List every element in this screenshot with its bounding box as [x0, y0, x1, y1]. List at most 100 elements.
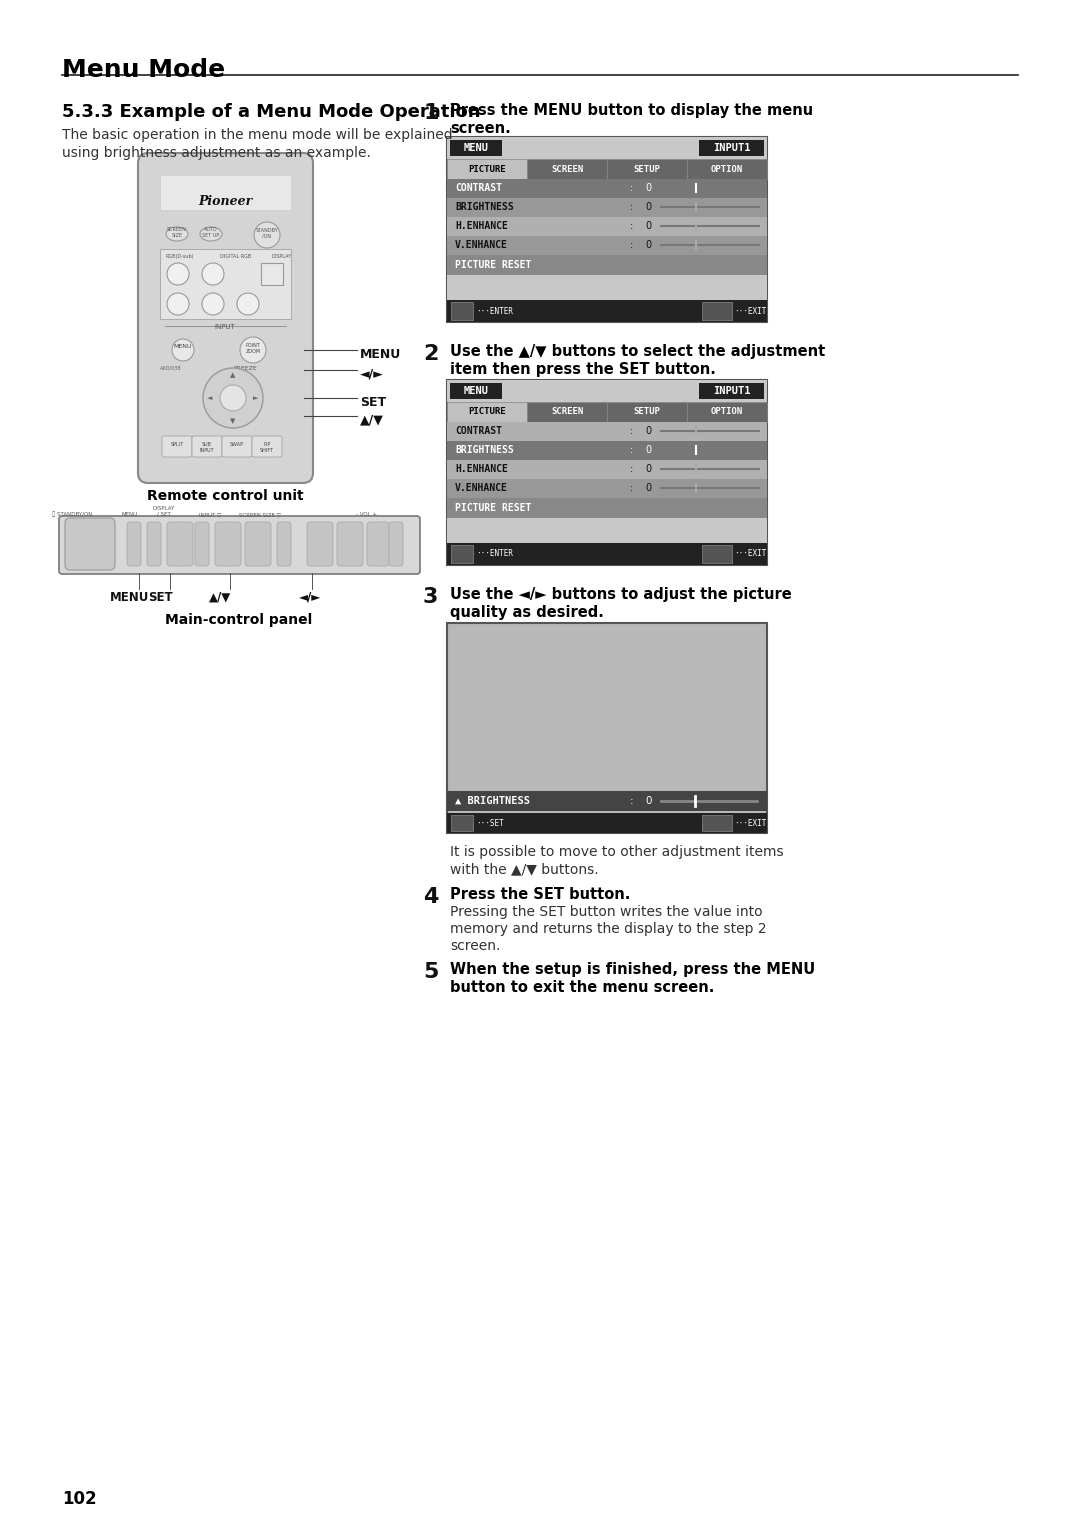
Bar	[447, 792, 767, 811]
Bar	[447, 623, 767, 833]
Text: :: :	[630, 222, 633, 231]
Text: ▲/▼: ▲/▼	[208, 591, 231, 604]
Text: SCREEN: SCREEN	[551, 165, 583, 174]
Text: 0: 0	[646, 445, 651, 455]
Bar	[702, 545, 732, 562]
Text: :: :	[630, 796, 633, 805]
Bar	[447, 380, 767, 402]
Circle shape	[202, 293, 224, 315]
Text: :: :	[630, 445, 633, 455]
Circle shape	[167, 293, 189, 315]
Text: memory and returns the display to the step 2: memory and returns the display to the st…	[450, 921, 767, 937]
FancyBboxPatch shape	[337, 523, 363, 565]
Text: ▲ BRIGHTNESS: ▲ BRIGHTNESS	[455, 796, 530, 805]
Text: 0: 0	[646, 465, 651, 474]
Bar	[702, 814, 732, 831]
Bar	[447, 299, 767, 322]
Text: PIP
SHIFT: PIP SHIFT	[260, 442, 274, 452]
Text: RGB(D-sub): RGB(D-sub)	[165, 254, 193, 260]
FancyBboxPatch shape	[167, 523, 193, 565]
Text: quality as desired.: quality as desired.	[450, 605, 604, 620]
Text: Main-control panel: Main-control panel	[165, 613, 312, 626]
FancyBboxPatch shape	[367, 523, 389, 565]
Circle shape	[220, 385, 246, 411]
Text: 102: 102	[62, 1490, 96, 1508]
Bar	[447, 275, 767, 299]
Text: 5: 5	[245, 299, 252, 309]
FancyBboxPatch shape	[59, 516, 420, 575]
Text: 2: 2	[423, 344, 438, 364]
Bar	[447, 380, 767, 565]
Text: using brightness adjustment as an example.: using brightness adjustment as an exampl…	[62, 147, 370, 160]
Text: ▲/▼: ▲/▼	[360, 414, 383, 426]
Text: Use the ◄/► buttons to adjust the picture: Use the ◄/► buttons to adjust the pictur…	[450, 587, 792, 602]
Text: Remote control unit: Remote control unit	[147, 489, 303, 503]
Bar	[447, 402, 527, 422]
Circle shape	[203, 368, 264, 428]
Text: H.ENHANCE: H.ENHANCE	[455, 465, 508, 474]
Text: FREEZE: FREEZE	[233, 367, 257, 371]
Text: SET: SET	[148, 591, 173, 604]
Text: INPUT ▽: INPUT ▽	[199, 512, 221, 516]
Text: Press the SET button.: Press the SET button.	[450, 886, 631, 902]
Text: BRIGHTNESS: BRIGHTNESS	[455, 202, 514, 212]
Text: ···EXIT: ···EXIT	[734, 819, 767, 828]
Text: 0: 0	[646, 222, 651, 231]
Bar	[447, 498, 767, 518]
Text: ···EXIT: ···EXIT	[734, 307, 767, 315]
Bar	[447, 460, 767, 478]
Text: Menu Mode: Menu Mode	[62, 58, 225, 83]
Text: SWAP: SWAP	[230, 442, 244, 448]
Bar	[447, 138, 767, 159]
Bar	[447, 199, 767, 217]
Bar	[160, 249, 291, 319]
Text: SETUP: SETUP	[634, 408, 661, 417]
Bar	[607, 402, 687, 422]
Text: 3: 3	[175, 299, 181, 309]
Text: V.ENHANCE: V.ENHANCE	[455, 483, 508, 494]
Text: - VOL +: - VOL +	[356, 512, 378, 516]
Text: The basic operation in the menu mode will be explained: The basic operation in the menu mode wil…	[62, 128, 453, 142]
FancyBboxPatch shape	[389, 523, 403, 565]
Bar	[447, 235, 767, 255]
Bar	[447, 255, 767, 275]
Bar	[447, 159, 527, 179]
Bar	[527, 159, 607, 179]
Text: Press the MENU button to display the menu: Press the MENU button to display the men…	[450, 102, 813, 118]
Bar	[687, 159, 767, 179]
Circle shape	[202, 263, 224, 286]
Text: MENU: MENU	[360, 347, 402, 361]
Circle shape	[172, 339, 194, 361]
Text: SCREEN SIZE ▽: SCREEN SIZE ▽	[239, 512, 281, 516]
Text: MENU: MENU	[122, 512, 138, 516]
Ellipse shape	[166, 228, 188, 241]
Text: SPLIT: SPLIT	[171, 442, 184, 448]
Text: with the ▲/▼ buttons.: with the ▲/▼ buttons.	[450, 862, 598, 876]
Text: Pressing the SET button writes the value into: Pressing the SET button writes the value…	[450, 905, 762, 918]
Text: INPUT: INPUT	[215, 324, 235, 330]
Bar	[450, 384, 502, 399]
Text: ◄/►: ◄/►	[360, 368, 383, 380]
Circle shape	[254, 222, 280, 248]
Bar	[447, 478, 767, 498]
Text: AUTO
SET UP: AUTO SET UP	[202, 228, 219, 238]
FancyBboxPatch shape	[245, 523, 271, 565]
Bar	[702, 303, 732, 319]
Bar	[699, 384, 764, 399]
Text: SET: SET	[455, 550, 469, 559]
Text: ···EXIT: ···EXIT	[734, 550, 767, 559]
Text: :: :	[630, 202, 633, 212]
FancyBboxPatch shape	[252, 435, 282, 457]
Text: 1: 1	[423, 102, 438, 122]
Text: 0: 0	[646, 426, 651, 435]
FancyBboxPatch shape	[127, 523, 141, 565]
Text: Use the ▲/▼ buttons to select the adjustment: Use the ▲/▼ buttons to select the adjust…	[450, 344, 825, 359]
Text: SCREEN
SIZE: SCREEN SIZE	[167, 228, 187, 238]
Bar	[699, 141, 764, 156]
Text: MENU: MENU	[707, 819, 726, 828]
Bar	[261, 263, 283, 286]
Text: :: :	[630, 240, 633, 251]
Text: ···SET: ···SET	[476, 819, 503, 828]
Bar	[447, 422, 767, 442]
Text: PICTURE: PICTURE	[469, 165, 505, 174]
